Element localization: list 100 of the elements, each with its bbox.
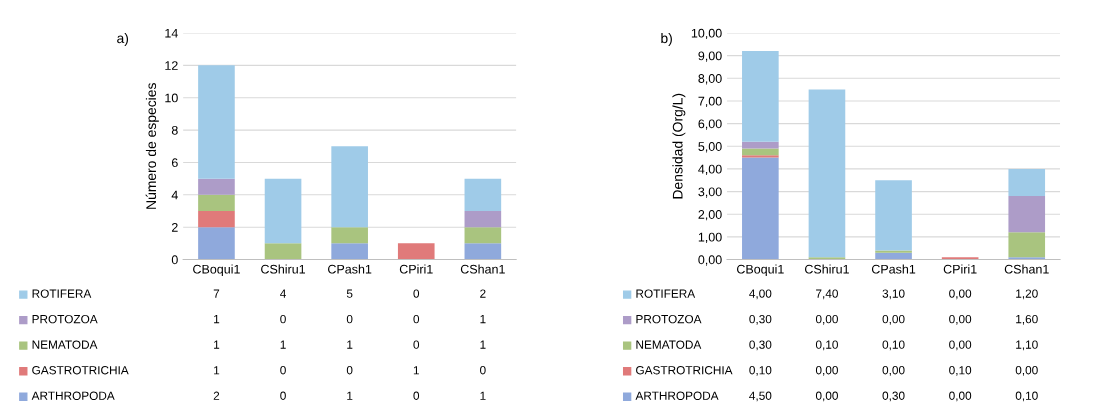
data-label: 1 — [280, 340, 286, 349]
y-tick-label: 12 — [165, 61, 178, 70]
data-label: 0 — [413, 289, 420, 298]
chart-title: a) — [117, 32, 129, 46]
y-tick-label: 8,00 — [698, 74, 722, 85]
y-tick-label: 2,00 — [698, 210, 722, 221]
bar — [264, 243, 302, 260]
y-axis-title: Densidad (Org/L) — [672, 93, 686, 199]
y-tick-label: 8 — [171, 125, 178, 135]
data-label: 0,10 — [749, 366, 772, 376]
y-tick-label: 2 — [171, 222, 178, 232]
data-label: 4,00 — [749, 289, 772, 300]
bar — [742, 51, 779, 142]
bar — [331, 146, 368, 228]
bar — [198, 178, 235, 195]
data-label: 0,00 — [815, 314, 838, 325]
bar — [1008, 168, 1046, 197]
y-tick-label: 0 — [171, 255, 178, 265]
legend-label: ROTIFERA — [32, 289, 92, 298]
data-label: 7,40 — [816, 289, 838, 300]
data-label: 5 — [346, 289, 353, 298]
legend-label: NEMATODA — [32, 340, 98, 349]
data-label: 1,20 — [1016, 289, 1038, 300]
y-tick-label: 3,00 — [698, 187, 722, 198]
y-tick-label: 4 — [171, 190, 178, 200]
data-label: 0 — [346, 366, 353, 375]
data-label: 0,10 — [815, 340, 838, 351]
data-label: 0 — [280, 314, 286, 324]
data-label: 0,00 — [949, 289, 972, 300]
data-label: 2 — [213, 391, 220, 400]
data-label: 3,10 — [882, 289, 905, 300]
data-label: 0,10 — [1015, 391, 1038, 402]
bar — [464, 178, 502, 211]
bar — [264, 178, 302, 244]
data-label: 1,10 — [1016, 340, 1038, 351]
data-label: 0 — [346, 314, 353, 324]
legend-label: ROTIFERA — [636, 289, 696, 298]
data-label: 0,00 — [1015, 366, 1038, 376]
data-label: 0 — [280, 366, 286, 375]
legend-label: ARTHROPODA — [635, 391, 719, 400]
legend-label: PROTOZOA — [32, 314, 98, 324]
data-label: 1,60 — [1016, 314, 1038, 325]
y-tick-label: 14 — [165, 28, 178, 38]
y-tick-label: 10,00 — [691, 28, 722, 40]
data-label: 0 — [480, 366, 486, 375]
data-label: 0,00 — [949, 340, 972, 351]
y-tick-label: 4,00 — [698, 164, 722, 176]
data-label: 4,50 — [749, 391, 772, 402]
data-label: 1 — [480, 340, 486, 349]
data-label: 0,30 — [882, 391, 905, 402]
x-tick-label: CPiri1 — [943, 264, 977, 274]
bar — [198, 194, 235, 211]
y-tick-label: 1,00 — [698, 232, 722, 244]
bar — [198, 211, 235, 228]
bar — [397, 243, 435, 260]
data-label: 1 — [214, 366, 220, 375]
data-label: 0,00 — [949, 314, 972, 325]
y-tick-label: 0,00 — [698, 255, 722, 266]
legend-label: ARTHROPODA — [31, 391, 115, 400]
data-label: 0,00 — [882, 366, 905, 376]
chart-title: b) — [661, 32, 672, 46]
legend-label: GASTROTRICHIA — [636, 366, 733, 375]
bar — [742, 141, 779, 149]
y-tick-label: 6 — [171, 158, 178, 168]
data-label: 7 — [213, 289, 220, 298]
bar — [198, 227, 235, 260]
bar — [742, 157, 779, 260]
x-tick-label: CShiru1 — [805, 264, 849, 274]
bar — [331, 243, 368, 260]
data-label: 0,30 — [749, 340, 772, 351]
x-tick-label: CPash1 — [328, 264, 372, 274]
data-label: 2 — [480, 289, 486, 298]
data-label: 0,00 — [815, 366, 838, 376]
bar — [464, 243, 502, 260]
data-label: 0 — [413, 314, 420, 324]
bar — [464, 227, 502, 244]
bar — [464, 211, 502, 228]
x-tick-label: CPiri1 — [399, 264, 433, 274]
data-label: 0,10 — [949, 366, 972, 376]
data-label: 1 — [480, 391, 486, 400]
data-label: 0,10 — [882, 340, 905, 351]
y-tick-label: 7,00 — [698, 96, 722, 108]
legend-label: NEMATODA — [636, 340, 702, 349]
bar — [1008, 196, 1046, 233]
x-tick-label: CShan1 — [1004, 264, 1049, 274]
y-tick-label: 6,00 — [698, 119, 722, 130]
x-tick-label: CBoqui1 — [193, 264, 240, 277]
data-label: 4 — [280, 289, 286, 298]
y-tick-label: 10 — [165, 93, 178, 103]
bar — [875, 180, 912, 251]
x-tick-label: CShiru1 — [261, 264, 306, 274]
legend-label: GASTROTRICHIA — [32, 366, 129, 375]
data-label: 0,30 — [749, 314, 772, 325]
data-label: 0 — [280, 391, 286, 400]
data-label: 1 — [480, 315, 486, 324]
bar — [1008, 232, 1046, 258]
legend-label: PROTOZOA — [636, 314, 702, 324]
data-label: 0 — [413, 340, 420, 349]
x-tick-label: CPash1 — [871, 264, 916, 274]
x-tick-label: CBoqui1 — [737, 264, 784, 277]
